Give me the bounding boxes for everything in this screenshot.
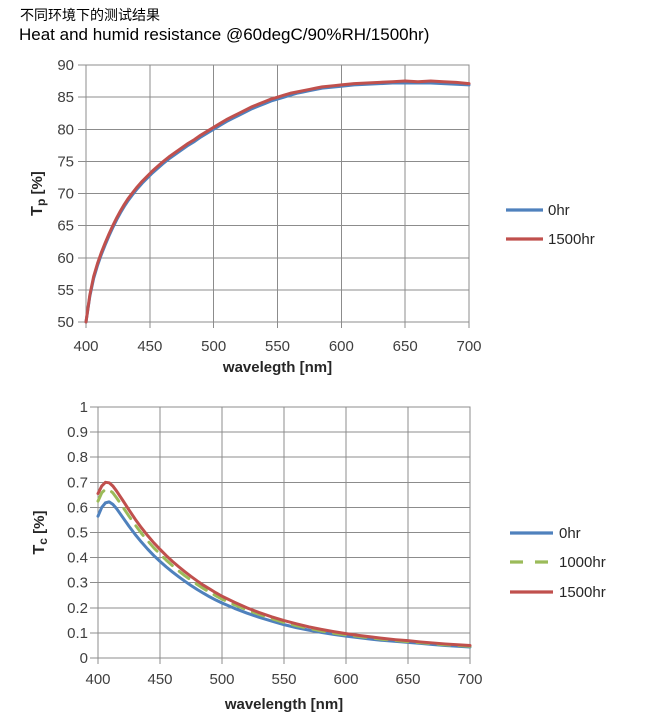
x-tick-label: 700 (457, 671, 482, 688)
legend-label-1500hr: 1500hr (548, 231, 595, 248)
y-tick-label: 50 (57, 314, 74, 331)
tc-heat-humid-chart: 0 0.1 0.2 0.3 0.4 0.5 0.6 0.7 0.8 0.9 1 400 450 500 55… (31, 399, 606, 713)
series-line-1500hr (96, 480, 472, 647)
x-tick-label: 400 (85, 671, 110, 688)
y-axis-label: Tp [%] (29, 171, 48, 216)
y-tick-label: 0.7 (67, 474, 88, 491)
x-tick-label: 600 (333, 671, 358, 688)
plot-border (97, 406, 471, 659)
x-tick-label: 500 (209, 671, 234, 688)
x-tick-label: 600 (329, 338, 354, 355)
y-tick-label: 85 (57, 89, 74, 106)
x-tick-label: 650 (395, 671, 420, 688)
title-english: Heat and humid resistance @60degC/90%RH/… (19, 25, 430, 44)
x-tick-label: 400 (73, 338, 98, 355)
x-tick-label: 700 (456, 338, 481, 355)
y-tick-label: 0.6 (67, 499, 88, 516)
y-tick-label: 55 (57, 282, 74, 299)
y-tick-label: 60 (57, 250, 74, 267)
y-tick-label: 65 (57, 218, 74, 235)
y-tick-label: 70 (57, 186, 74, 203)
x-tick-label: 550 (265, 338, 290, 355)
x-axis-label: wavelegth [nm] (222, 359, 332, 376)
y-tick-label: 0.5 (67, 525, 88, 542)
x-tick-label: 500 (201, 338, 226, 355)
series-line-1500hr (84, 79, 471, 324)
y-axis-label: Tc [%] (31, 511, 50, 555)
y-tick-label: 0.4 (67, 550, 88, 567)
x-tick-label: 650 (393, 338, 418, 355)
y-tick-label: 0 (80, 650, 88, 667)
legend-label-1500hr: 1500hr (559, 584, 606, 601)
y-tick-label: 1 (80, 399, 88, 416)
y-tick-label: 90 (57, 57, 74, 74)
y-tick-label: 80 (57, 121, 74, 138)
y-tick-label: 0.9 (67, 424, 88, 441)
y-tick-label: 0.2 (67, 600, 88, 617)
y-tick-label: 0.8 (67, 449, 88, 466)
legend-label-0hr: 0hr (548, 202, 570, 219)
legend-label-1000hr: 1000hr (559, 554, 606, 571)
x-tick-label: 450 (137, 338, 162, 355)
legend-label-0hr: 0hr (559, 525, 581, 542)
y-tick-label: 0.3 (67, 575, 88, 592)
title-chinese: 不同环境下的测试结果 (20, 7, 160, 23)
y-tick-label: 75 (57, 153, 74, 170)
x-tick-label: 550 (271, 671, 296, 688)
plot-border (85, 64, 470, 323)
tp-heat-humid-chart: 50 55 60 65 70 75 80 85 90 400 450 500 550 600 650 700 w… (29, 57, 595, 376)
y-tick-label: 0.1 (67, 625, 88, 642)
x-tick-label: 450 (147, 671, 172, 688)
x-axis-label: wavelength [nm] (224, 696, 343, 713)
